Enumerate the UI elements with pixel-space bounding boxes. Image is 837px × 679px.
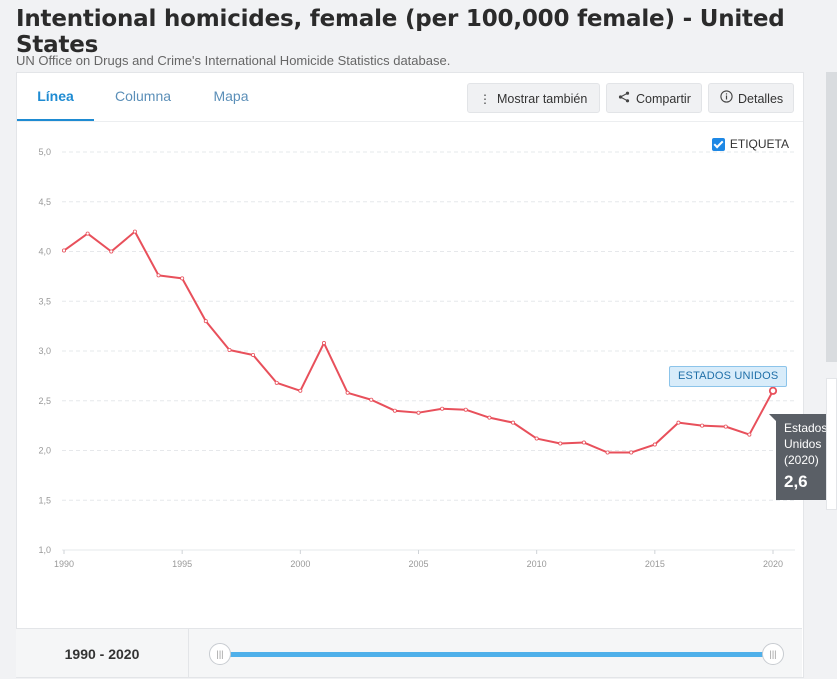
range-start-handle[interactable]: |||: [209, 643, 231, 665]
data-point: [416, 410, 421, 415]
x-tick-label: 2010: [527, 559, 547, 569]
series-line-estados-unidos: [63, 230, 774, 454]
data-point: [511, 420, 516, 425]
y-tick-label: 1,5: [38, 495, 51, 505]
data-point: [581, 440, 586, 445]
data-tooltip: Estados Unidos (2020) 2,6: [769, 414, 833, 500]
label-toggle-text: ETIQUETA: [729, 137, 789, 151]
share-label: Compartir: [636, 92, 691, 106]
y-tick-label: 5,0: [38, 147, 51, 157]
y-tick-label: 4,5: [38, 197, 51, 207]
tab-linea[interactable]: Línea: [17, 73, 94, 121]
y-tick-label: 2,5: [38, 396, 51, 406]
source-subtitle: UN Office on Drugs and Crime's Internati…: [16, 53, 451, 68]
data-point: [534, 436, 539, 441]
data-point: [440, 406, 445, 411]
show-also-label: Mostrar también: [497, 92, 588, 106]
year-range-label: 1990 - 2020: [16, 629, 189, 677]
y-tick-label: 2,0: [38, 446, 51, 456]
page-title: Intentional homicides, female (per 100,0…: [16, 6, 785, 58]
data-point: [180, 276, 185, 281]
tab-mapa[interactable]: Mapa: [213, 88, 249, 104]
label-toggle[interactable]: ETIQUETA: [711, 137, 789, 151]
range-bar: 1990 - 2020 ||| |||: [16, 628, 802, 677]
data-point: [251, 352, 256, 357]
y-tick-label: 1,0: [38, 545, 51, 555]
data-point: [629, 450, 634, 455]
tooltip-value: 2,6: [784, 472, 808, 491]
data-point: [109, 249, 114, 254]
tooltip-line-3: (2020): [784, 453, 819, 467]
series-label-badge: ESTADOS UNIDOS: [669, 366, 788, 387]
data-point: [676, 420, 681, 425]
tooltip-line-2: Unidos: [784, 437, 822, 451]
data-point: [487, 415, 492, 420]
data-point: [558, 441, 563, 446]
data-point: [392, 408, 397, 413]
data-point: [652, 442, 657, 447]
tabs-divider: [17, 121, 803, 122]
y-tick-label: 4,0: [38, 247, 51, 257]
info-icon: [719, 84, 733, 114]
data-point: [62, 248, 67, 253]
x-tick-label: 2005: [408, 559, 428, 569]
y-tick-label: 3,0: [38, 346, 51, 356]
side-panel-edge: [826, 72, 837, 362]
data-point: [321, 341, 326, 346]
show-also-button[interactable]: ⋮ Mostrar también: [467, 83, 600, 113]
data-point: [463, 407, 468, 412]
data-point: [605, 450, 610, 455]
share-button[interactable]: Compartir: [606, 83, 702, 113]
data-point: [274, 380, 279, 385]
x-tick-label: 2015: [645, 559, 665, 569]
x-tick-label: 2020: [763, 559, 783, 569]
details-label: Detalles: [738, 92, 784, 106]
details-button[interactable]: Detalles: [708, 83, 794, 113]
data-point: [369, 397, 374, 402]
view-tabs: Línea Columna Mapa ⋮ Mostrar también Comp…: [17, 73, 803, 121]
data-point: [768, 386, 778, 395]
data-point: [345, 390, 350, 395]
x-tick-label: 1995: [172, 559, 192, 569]
data-point: [132, 229, 137, 234]
data-point: [700, 423, 705, 428]
data-point: [723, 424, 728, 429]
range-end-handle[interactable]: |||: [762, 643, 784, 665]
y-tick-label: 3,5: [38, 296, 51, 306]
label-checkbox[interactable]: [711, 137, 725, 151]
data-point: [85, 231, 90, 236]
data-point: [747, 432, 752, 437]
vertical-dots-icon: ⋮: [479, 92, 491, 106]
x-tick-label: 2000: [290, 559, 310, 569]
share-icon: [617, 84, 631, 114]
tab-columna[interactable]: Columna: [114, 88, 172, 104]
data-point: [298, 388, 303, 393]
data-point: [156, 273, 161, 278]
tooltip-line-1: Estados: [784, 421, 828, 435]
side-panel-card-edge: [826, 378, 837, 510]
data-point: [203, 319, 208, 324]
data-point: [227, 348, 232, 353]
year-range-track[interactable]: [221, 652, 773, 657]
x-tick-label: 1990: [54, 559, 74, 569]
